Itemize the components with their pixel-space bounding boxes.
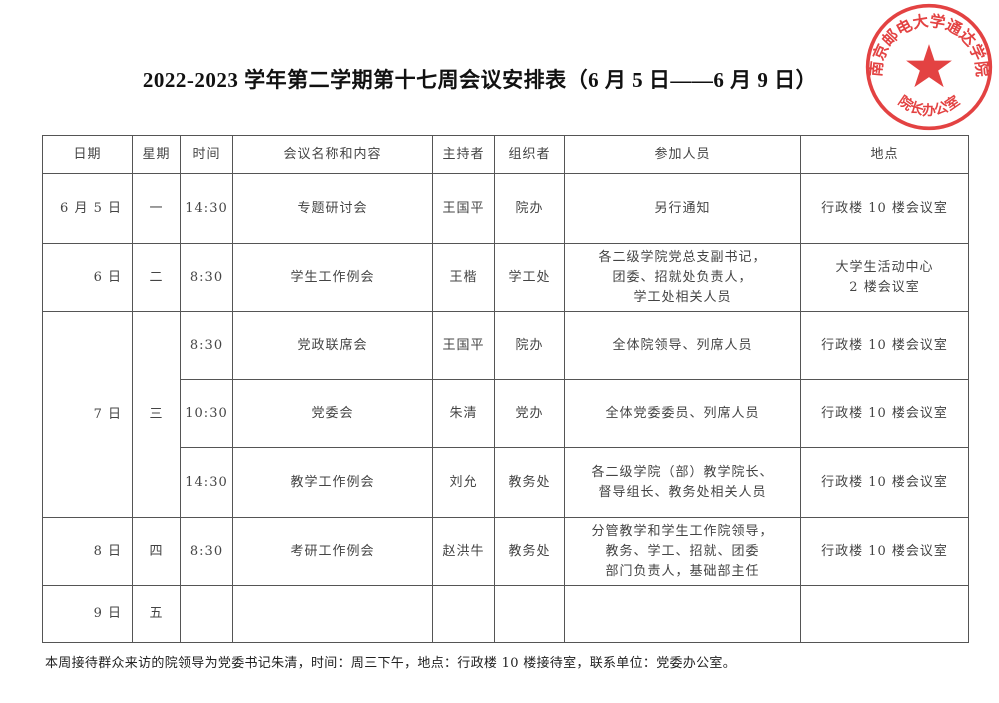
table-row: 10:30 党委会 朱清 党办 全体党委委员、列席人员 行政楼 10 楼会议室 (43, 379, 969, 448)
meeting-schedule-table: 日期 星期 时间 会议名称和内容 主持者 组织者 参加人员 地点 6 月 5 日… (42, 135, 969, 643)
location-cell-line: 行政楼 10 楼会议室 (821, 200, 948, 216)
time-cell: 8:30 (180, 517, 233, 586)
location-cell: 行政楼 10 楼会议室 (800, 379, 969, 448)
host-cell: 赵洪牛 (432, 517, 495, 586)
time-cell: 8:30 (180, 243, 233, 312)
location-cell: 行政楼 10 楼会议室 (800, 447, 969, 518)
date-cell: 9 日 (42, 585, 133, 643)
attendees-cell-line: 学工处相关人员 (633, 289, 732, 305)
header-organizer: 组织者 (494, 135, 565, 174)
table-header-row: 日期 星期 时间 会议名称和内容 主持者 组织者 参加人员 地点 (42, 135, 969, 174)
date-cell: 6 月 5 日 (42, 173, 133, 244)
attendees-cell-line: 另行通知 (654, 200, 711, 216)
meeting-cell (232, 585, 433, 643)
host-cell: 王国平 (432, 311, 495, 380)
official-seal-stamp: 南京邮电大学通达学院 院长办公室 (865, 3, 993, 131)
header-date: 日期 (42, 135, 133, 174)
meeting-cell: 党政联席会 (232, 311, 433, 380)
table-row: 9 日五 (42, 585, 969, 643)
table-row: 6 月 5 日一 14:30 专题研讨会 王国平 院办 另行通知 行政楼 10 楼会议室 (42, 173, 969, 244)
organizer-cell: 学工处 (494, 243, 565, 312)
host-cell: 朱清 (432, 379, 495, 448)
table-row: 14:30 教学工作例会 刘允 教务处 各二级学院（部）教学院长、 督导组长、教务处相关人… (43, 447, 969, 518)
host-cell: 王国平 (432, 173, 495, 244)
header-host: 主持者 (432, 135, 495, 174)
reception-note: 本周接待群众来访的院领导为党委书记朱清，时间：周三下午，地点：行政楼 10 楼接… (45, 656, 737, 671)
time-cell: 10:30 (180, 379, 233, 448)
header-weekday: 星期 (132, 135, 181, 174)
header-meeting: 会议名称和内容 (232, 135, 433, 174)
location-cell: 大学生活动中心 2 楼会议室 (800, 243, 969, 312)
attendees-cell-line: 督导组长、教务处相关人员 (598, 484, 767, 500)
svg-text:院长办公室: 院长办公室 (895, 92, 963, 119)
host-cell (432, 585, 495, 643)
meeting-cell: 考研工作例会 (232, 517, 433, 586)
location-cell (800, 585, 969, 643)
host-cell: 刘允 (432, 447, 495, 518)
attendees-cell-line: 教务、学工、招就、团委 (605, 543, 760, 559)
location-cell-line: 2 楼会议室 (849, 279, 920, 295)
location-cell-line: 行政楼 10 楼会议室 (821, 337, 948, 353)
attendees-cell: 分管教学和学生工作院领导， 教务、学工、招就、团委 部门负责人，基础部主任 (564, 517, 801, 586)
organizer-cell: 教务处 (494, 517, 565, 586)
organizer-cell: 党办 (494, 379, 565, 448)
attendees-cell: 全体党委委员、列席人员 (564, 379, 801, 448)
page-title: 2022-2023 学年第二学期第十七周会议安排表（6 月 5 日——6 月 9… (142, 68, 818, 92)
attendees-cell: 全体院领导、列席人员 (564, 311, 801, 380)
time-cell: 14:30 (180, 447, 233, 518)
attendees-cell (564, 585, 801, 643)
date-cell: 7 日 (42, 311, 133, 518)
attendees-cell-line: 各二级学院（部）教学院长、 (591, 464, 774, 480)
weekday-cell: 二 (132, 243, 181, 312)
weekday-cell: 三 (132, 311, 181, 518)
location-cell-line: 行政楼 10 楼会议室 (821, 543, 948, 559)
attendees-cell-line: 部门负责人，基础部主任 (605, 563, 760, 579)
weekday-cell: 四 (132, 517, 181, 586)
time-cell: 8:30 (180, 311, 233, 380)
attendees-cell-line: 各二级学院党总支副书记， (598, 249, 767, 265)
header-time: 时间 (180, 135, 233, 174)
attendees-cell: 各二级学院党总支副书记， 团委、招就处负责人， 学工处相关人员 (564, 243, 801, 312)
location-cell: 行政楼 10 楼会议室 (800, 311, 969, 380)
location-cell-line: 大学生活动中心 (835, 259, 934, 275)
meeting-cell: 专题研讨会 (232, 173, 433, 244)
location-cell-line: 行政楼 10 楼会议室 (821, 474, 948, 490)
attendees-cell-line: 全体院领导、列席人员 (612, 337, 753, 353)
location-cell: 行政楼 10 楼会议室 (800, 173, 969, 244)
table-row: 7 日三 8:30 党政联席会 王国平 院办 全体院领导、列席人员 行政楼 10 楼会议室 (42, 311, 969, 518)
attendees-cell-line: 分管教学和学生工作院领导， (591, 523, 774, 539)
organizer-cell (494, 585, 565, 643)
time-cell: 14:30 (180, 173, 233, 244)
attendees-cell-line: 全体党委委员、列席人员 (605, 405, 760, 421)
location-cell-line: 行政楼 10 楼会议室 (821, 405, 948, 421)
date-cell: 8 日 (42, 517, 133, 586)
attendees-cell: 各二级学院（部）教学院长、 督导组长、教务处相关人员 (564, 447, 801, 518)
attendees-cell-line: 团委、招就处负责人， (612, 269, 753, 285)
header-location: 地点 (800, 135, 969, 174)
organizer-cell: 院办 (494, 173, 565, 244)
date-cell: 6 日 (42, 243, 133, 312)
location-cell: 行政楼 10 楼会议室 (800, 517, 969, 586)
attendees-cell: 另行通知 (564, 173, 801, 244)
meeting-cell: 教学工作例会 (232, 447, 433, 518)
organizer-cell: 院办 (494, 311, 565, 380)
meeting-cell: 学生工作例会 (232, 243, 433, 312)
meeting-cell: 党委会 (232, 379, 433, 448)
organizer-cell: 教务处 (494, 447, 565, 518)
weekday-cell: 一 (132, 173, 181, 244)
host-cell: 王楷 (432, 243, 495, 312)
header-attendees: 参加人员 (564, 135, 801, 174)
weekday-cell: 五 (132, 585, 181, 643)
table-row: 8 日四 8:30 考研工作例会 赵洪牛 教务处 分管教学和学生工作院领导， 教务、学工、招… (42, 517, 969, 586)
star-icon (906, 44, 952, 88)
time-cell (180, 585, 233, 643)
table-row: 6 日二 8:30 学生工作例会 王楷 学工处 各二级学院党总支副书记， 团委、招就处负责人… (42, 243, 969, 312)
